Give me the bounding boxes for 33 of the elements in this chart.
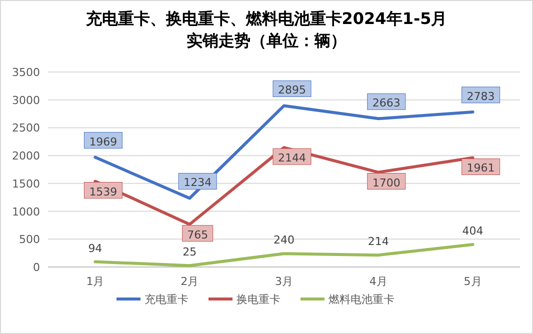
data-label: 1969 bbox=[89, 135, 118, 148]
data-label: 1961 bbox=[466, 162, 495, 175]
y-tick-label: 1500 bbox=[12, 177, 40, 190]
data-label: 2895 bbox=[278, 84, 306, 97]
x-tick-label: 1月 bbox=[86, 275, 104, 288]
y-tick-label: 3000 bbox=[12, 94, 40, 107]
y-tick-label: 2000 bbox=[12, 150, 40, 163]
data-label: 94 bbox=[88, 242, 102, 255]
y-tick-label: 500 bbox=[19, 233, 40, 246]
y-tick-label: 1000 bbox=[12, 205, 40, 218]
data-label: 2144 bbox=[278, 152, 306, 165]
x-tick-label: 4月 bbox=[369, 275, 388, 288]
chart-subtitle: 实销走势（单位：辆） bbox=[186, 31, 346, 50]
data-label: 2663 bbox=[372, 96, 400, 110]
legend-label: 充电重卡 bbox=[144, 293, 188, 306]
x-tick-label: 5月 bbox=[464, 275, 482, 288]
y-tick-label: 3500 bbox=[12, 66, 40, 79]
data-label: 240 bbox=[274, 234, 294, 247]
data-label: 2783 bbox=[466, 90, 495, 103]
data-label: 404 bbox=[462, 224, 484, 238]
x-tick-label: 3月 bbox=[275, 275, 293, 288]
data-label: 1234 bbox=[184, 176, 212, 190]
data-label: 1539 bbox=[89, 185, 118, 198]
legend-label: 换电重卡 bbox=[236, 293, 280, 306]
data-label: 1700 bbox=[372, 176, 400, 190]
y-tick-label: 2500 bbox=[12, 122, 40, 135]
y-tick-label: 0 bbox=[33, 261, 40, 274]
data-label: 25 bbox=[182, 246, 197, 259]
chart-title: 充电重卡、换电重卡、燃料电池重卡2024年1-5月 bbox=[84, 9, 448, 28]
data-label: 765 bbox=[187, 228, 208, 242]
data-label: 214 bbox=[368, 235, 389, 248]
legend-label: 燃料电池重卡 bbox=[328, 293, 394, 306]
x-tick-label: 2月 bbox=[180, 275, 199, 288]
